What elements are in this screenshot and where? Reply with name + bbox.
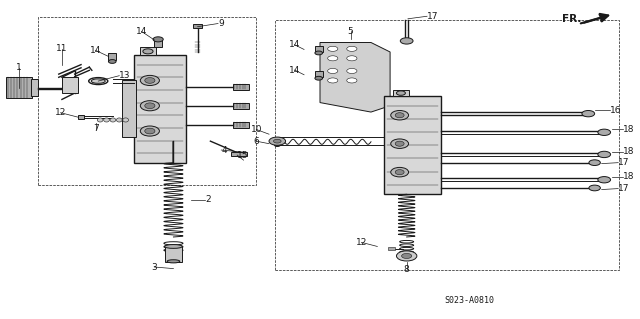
Ellipse shape: [395, 170, 404, 175]
Bar: [231, 152, 246, 156]
Ellipse shape: [97, 118, 103, 122]
Circle shape: [328, 46, 338, 51]
Bar: [315, 71, 323, 77]
Ellipse shape: [145, 78, 155, 83]
Circle shape: [347, 69, 357, 73]
Circle shape: [328, 78, 338, 83]
Circle shape: [153, 37, 163, 42]
Text: 11: 11: [56, 44, 68, 53]
Bar: [233, 103, 249, 109]
Text: 15: 15: [237, 151, 249, 160]
Text: 13: 13: [119, 71, 131, 80]
Text: 4: 4: [221, 145, 227, 154]
Ellipse shape: [391, 110, 408, 120]
Ellipse shape: [104, 118, 109, 122]
Ellipse shape: [391, 139, 408, 148]
Ellipse shape: [110, 118, 116, 122]
Bar: [154, 40, 162, 47]
Bar: [134, 55, 186, 163]
Circle shape: [598, 177, 611, 183]
Circle shape: [582, 110, 595, 117]
Circle shape: [347, 56, 357, 61]
Ellipse shape: [140, 126, 159, 136]
Bar: [108, 53, 116, 60]
Bar: [233, 84, 249, 90]
Text: FR.: FR.: [562, 14, 581, 24]
Circle shape: [598, 151, 611, 158]
Circle shape: [273, 139, 281, 143]
Ellipse shape: [395, 141, 404, 146]
Text: 18: 18: [623, 147, 634, 156]
Ellipse shape: [274, 142, 280, 146]
Circle shape: [396, 91, 405, 95]
Text: 2: 2: [205, 196, 211, 204]
Bar: [233, 122, 249, 128]
Text: 9: 9: [218, 19, 224, 28]
Circle shape: [315, 51, 323, 55]
Ellipse shape: [395, 113, 404, 118]
Circle shape: [347, 46, 357, 51]
Bar: [140, 47, 156, 55]
Ellipse shape: [140, 101, 159, 111]
Text: 17: 17: [618, 158, 630, 167]
Text: 10: 10: [250, 125, 262, 134]
Text: 3: 3: [152, 263, 157, 271]
Ellipse shape: [92, 79, 105, 83]
Text: 6: 6: [253, 137, 259, 146]
Circle shape: [328, 69, 338, 73]
Circle shape: [400, 38, 413, 44]
Bar: [315, 46, 323, 52]
Ellipse shape: [140, 75, 159, 85]
Circle shape: [328, 56, 338, 61]
Circle shape: [598, 129, 611, 136]
Circle shape: [401, 253, 412, 258]
Circle shape: [108, 60, 116, 63]
Text: 14: 14: [289, 40, 300, 49]
Text: 17: 17: [427, 12, 438, 21]
Text: 8: 8: [404, 265, 410, 274]
Bar: [193, 24, 202, 28]
Ellipse shape: [164, 245, 182, 249]
Ellipse shape: [116, 118, 122, 122]
Text: 12: 12: [356, 238, 367, 247]
Bar: [394, 90, 409, 96]
Text: 12: 12: [55, 108, 67, 117]
Bar: [6, 77, 32, 98]
Circle shape: [589, 185, 600, 191]
Ellipse shape: [391, 167, 408, 177]
Bar: [384, 96, 441, 194]
Bar: [122, 80, 136, 137]
Ellipse shape: [145, 103, 155, 108]
Circle shape: [589, 160, 600, 166]
Bar: [62, 77, 78, 93]
Text: 14: 14: [289, 65, 300, 75]
Ellipse shape: [123, 118, 129, 122]
Text: 1: 1: [16, 63, 22, 72]
Ellipse shape: [167, 260, 180, 263]
Ellipse shape: [145, 128, 155, 134]
Circle shape: [143, 49, 153, 54]
Text: 18: 18: [623, 172, 634, 182]
Text: 17: 17: [618, 184, 630, 193]
Text: 16: 16: [610, 106, 621, 115]
Bar: [164, 247, 182, 262]
Text: 18: 18: [623, 125, 634, 134]
Bar: [31, 79, 38, 96]
Ellipse shape: [237, 152, 244, 156]
Circle shape: [315, 76, 323, 80]
Text: S023-A0810: S023-A0810: [445, 296, 495, 305]
Bar: [78, 115, 84, 119]
Text: 5: 5: [348, 27, 353, 36]
Text: 14: 14: [90, 46, 101, 55]
Polygon shape: [320, 42, 390, 112]
Bar: [388, 248, 395, 250]
Circle shape: [269, 137, 285, 145]
Text: 14: 14: [136, 27, 147, 36]
Text: 7: 7: [93, 124, 99, 133]
Circle shape: [396, 251, 417, 261]
Circle shape: [347, 78, 357, 83]
